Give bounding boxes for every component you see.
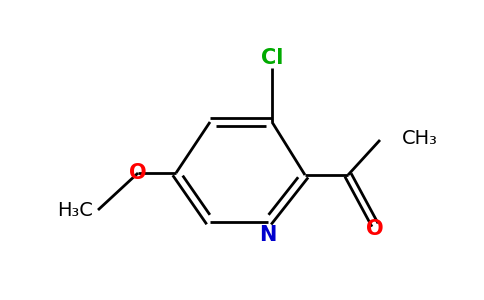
Text: O: O [366, 219, 384, 239]
Text: CH₃: CH₃ [402, 128, 438, 148]
Text: Cl: Cl [261, 48, 283, 68]
Text: N: N [259, 225, 277, 245]
Text: H₃C: H₃C [57, 200, 93, 220]
Text: O: O [129, 163, 147, 183]
